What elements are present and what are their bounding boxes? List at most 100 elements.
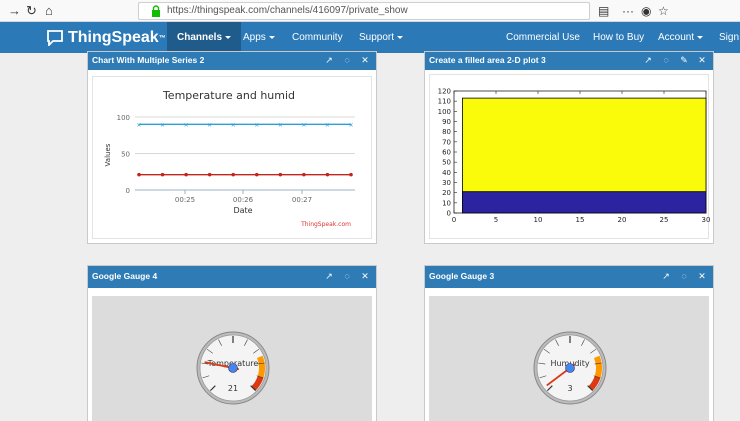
nav-support[interactable]: Support [359, 22, 404, 53]
comment-icon[interactable]: ◌ [344, 55, 350, 65]
gauge-tick [581, 339, 585, 346]
y-tick-label: 80 [442, 128, 451, 136]
gauge-tick [555, 339, 559, 346]
panel-google-gauge-3: Google Gauge 3 ↗ ◌ ✕ Humudity3 [424, 265, 714, 421]
nav-channels-label: Channels [177, 32, 223, 43]
panel-header: Create a filled area 2-D plot 3 ↗ ◌ ✎ ✕ [425, 52, 713, 70]
data-point [160, 172, 165, 177]
gauge-tick [538, 362, 546, 365]
data-point: ✕ [325, 123, 330, 129]
comment-icon[interactable]: ◌ [344, 271, 350, 281]
reload-icon[interactable]: ↻ [26, 3, 37, 18]
gauge-tick [256, 375, 264, 379]
close-icon[interactable]: ✕ [698, 55, 706, 65]
more-icon[interactable]: ··· [622, 4, 634, 18]
thingspeak-logo[interactable]: ThingSpeak ™ [46, 27, 166, 49]
nav-sign[interactable]: Sign [719, 22, 739, 53]
line-chart: Temperature and humid 0 50 100 00:25 00:26 00:… [104, 89, 355, 228]
external-link-icon[interactable]: ↗ [325, 55, 333, 65]
external-link-icon[interactable]: ↗ [325, 271, 333, 281]
gauge-value: 3 [567, 384, 572, 393]
panel-filled-area-plot: Create a filled area 2-D plot 3 ↗ ◌ ✎ ✕ … [424, 51, 714, 244]
y-tick-label: 0 [447, 210, 451, 218]
reader-view-icon[interactable]: ▤ [598, 4, 610, 18]
gauge-warning-band [593, 355, 602, 378]
y-tick-label: 50 [121, 151, 130, 159]
y-tick-label: 30 [442, 179, 451, 187]
bookmark-star-icon[interactable]: ☆ [658, 4, 669, 18]
gauge: Temperature21 [196, 331, 270, 405]
gauge-value: 21 [228, 384, 238, 393]
gauge-tick [244, 339, 248, 346]
back-icon[interactable]: → [8, 3, 21, 18]
comment-icon[interactable]: ◌ [681, 271, 687, 281]
x-tick-label: 25 [660, 216, 669, 224]
x-tick-label: 0 [452, 216, 456, 224]
pencil-icon[interactable]: ✎ [680, 55, 688, 65]
close-icon[interactable]: ✕ [361, 55, 369, 65]
brand-tm: ™ [158, 34, 166, 42]
close-icon[interactable]: ✕ [361, 271, 369, 281]
browser-toolbar: → ↻ ⌂ https://thingspeak.com/channels/41… [0, 0, 740, 22]
panel-title: Google Gauge 4 [92, 271, 158, 281]
data-point [349, 172, 353, 177]
y-tick-label: 100 [438, 108, 451, 116]
x-tick-label: 00:25 [175, 196, 195, 204]
data-point [325, 172, 330, 177]
x-tick-label: 20 [618, 216, 627, 224]
panel-header: Chart With Multiple Series 2 ↗ ◌ ✕ [88, 52, 376, 70]
nav-community[interactable]: Community [292, 22, 343, 53]
data-point [207, 172, 212, 177]
x-tick-label: 5 [494, 216, 498, 224]
area-series-upper [462, 97, 707, 193]
nav-community-label: Community [292, 32, 343, 43]
close-icon[interactable]: ✕ [698, 271, 706, 281]
external-link-icon[interactable]: ↗ [662, 271, 670, 281]
area-series-lower [462, 191, 707, 214]
gauge-tick [202, 375, 210, 379]
nav-apps[interactable]: Apps [243, 22, 275, 53]
panel-google-gauge-4: Google Gauge 4 ↗ ◌ ✕ Temperature21 [87, 265, 377, 421]
nav-commercial-use-label: Commercial Use [506, 32, 580, 43]
chart-area: 0 10 20 30 40 50 60 70 80 90 100 110 120 0 5 10 15 20 25 30 [429, 74, 710, 239]
gauge-tick [539, 375, 547, 379]
data-point: ✕ [136, 123, 141, 129]
data-point: ✕ [301, 123, 306, 129]
x-axis-label: Date [233, 206, 252, 215]
panel-header: Google Gauge 3 ↗ ◌ ✕ [425, 266, 713, 288]
data-point: ✕ [160, 123, 165, 129]
y-tick-label: 0 [126, 187, 130, 195]
data-point: ✕ [254, 123, 259, 129]
home-icon[interactable]: ⌂ [45, 3, 53, 18]
nav-sign-label: Sign [719, 32, 740, 43]
lock-icon [152, 5, 160, 17]
data-point: ✕ [184, 123, 189, 129]
gauge-tick [209, 385, 216, 392]
data-point: ✕ [348, 123, 353, 129]
data-point: ✕ [278, 123, 283, 129]
chart-title: Temperature and humid [162, 89, 295, 102]
y-tick-label: 40 [442, 169, 451, 177]
data-point: ✕ [207, 123, 212, 129]
nav-how-to-buy-label: How to Buy [593, 32, 645, 43]
nav-support-label: Support [359, 32, 395, 43]
data-point [184, 172, 188, 177]
chart-credit: ThingSpeak.com [300, 221, 351, 228]
comment-icon[interactable]: ◌ [663, 55, 669, 65]
y-tick-label: 50 [442, 159, 451, 167]
y-tick-label: 70 [442, 138, 451, 146]
data-point [278, 172, 283, 177]
external-link-icon[interactable]: ↗ [644, 55, 652, 65]
url-bar[interactable]: https://thingspeak.com/channels/416097/p… [138, 2, 590, 20]
data-point [137, 172, 141, 177]
nav-how-to-buy[interactable]: How to Buy [593, 22, 644, 53]
gauge-container: Temperature21 [92, 296, 372, 421]
nav-channels[interactable]: Channels [167, 22, 242, 53]
nav-account[interactable]: Account [658, 22, 704, 53]
panel-title: Create a filled area 2-D plot 3 [429, 55, 546, 65]
nav-commercial-use[interactable]: Commercial Use [506, 22, 580, 53]
gauge: Humudity3 [533, 331, 607, 405]
pocket-icon[interactable]: ◉ [641, 4, 652, 18]
gauge-warning-band [256, 355, 265, 378]
gauge-tick [587, 385, 594, 392]
